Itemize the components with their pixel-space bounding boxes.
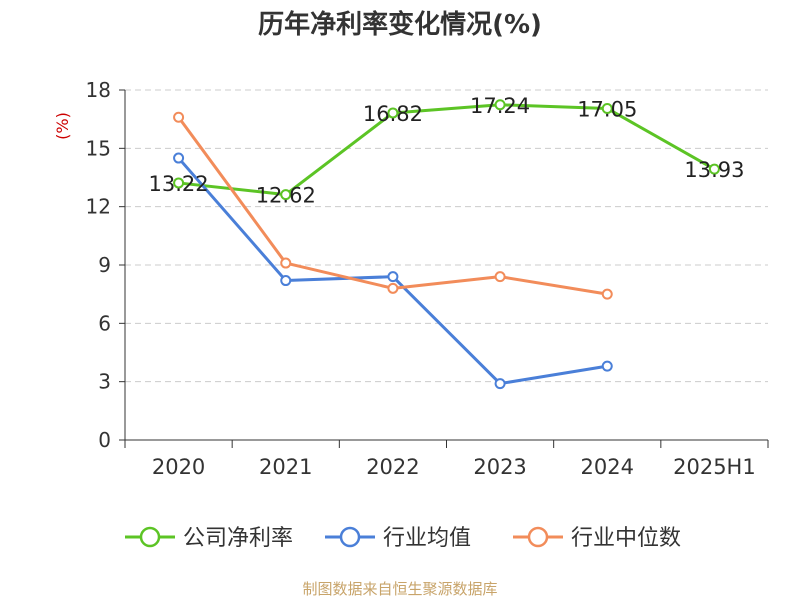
x-tick-label: 2021 — [259, 455, 312, 479]
legend-label: 行业均值 — [383, 526, 471, 551]
axes: 0 3 6 9 12 15 18 2020 2021 2022 2023 2024 2025H1 (%) — [53, 78, 769, 479]
chart-title: 历年净利率变化情况(%) — [258, 10, 542, 40]
source-note: 制图数据来自恒生聚源数据库 — [302, 580, 498, 598]
data-point — [173, 177, 185, 189]
x-tick-label: 2022 — [366, 455, 419, 479]
data-point — [387, 282, 399, 294]
data-label: 16.82 — [363, 102, 423, 126]
data-label: 17.05 — [577, 97, 637, 121]
data-point — [387, 107, 399, 119]
data-label: 12.62 — [256, 184, 316, 208]
y-tick-label: 9 — [98, 253, 111, 277]
data-point — [601, 102, 613, 114]
data-point — [280, 189, 292, 201]
data-point — [601, 288, 613, 300]
legend-marker — [339, 526, 361, 548]
y-tick-label: 6 — [98, 311, 111, 335]
legend-label: 公司净利率 — [183, 526, 293, 551]
legend-marker — [527, 526, 549, 548]
data-label: 17.24 — [470, 94, 530, 118]
y-tick-label: 0 — [98, 428, 111, 452]
data-point — [387, 271, 399, 283]
data-label: 13.22 — [149, 172, 209, 196]
data-point — [494, 378, 506, 390]
data-point — [601, 360, 613, 372]
series-line-1 — [177, 157, 608, 386]
data-labels: 13.22 12.62 16.82 17.24 17.05 13.93 — [149, 94, 745, 208]
legend-label: 行业中位数 — [571, 526, 681, 551]
data-point — [173, 111, 185, 123]
data-point — [280, 275, 292, 287]
x-tick-label: 2020 — [152, 455, 205, 479]
data-point — [280, 257, 292, 269]
series-line-0 — [178, 103, 716, 197]
series-line-2 — [177, 116, 608, 296]
y-tick-label: 15 — [86, 136, 111, 160]
legend: 公司净利率 行业均值 行业中位数 — [125, 526, 681, 551]
data-point — [494, 99, 506, 111]
series-lines — [173, 99, 720, 390]
legend-marker — [139, 526, 161, 548]
grid-lines — [125, 89, 768, 383]
y-tick-label: 3 — [98, 370, 111, 394]
data-label: 13.93 — [684, 158, 744, 182]
y-tick-label: 18 — [86, 78, 111, 102]
data-point — [173, 152, 185, 164]
x-tick-label: 2024 — [581, 455, 634, 479]
x-tick-label: 2023 — [473, 455, 526, 479]
y-tick-label: 12 — [86, 195, 111, 219]
data-point — [708, 163, 720, 175]
y-axis-label: (%) — [53, 112, 72, 140]
data-point — [494, 271, 506, 283]
x-tick-label: 2025H1 — [673, 455, 756, 479]
